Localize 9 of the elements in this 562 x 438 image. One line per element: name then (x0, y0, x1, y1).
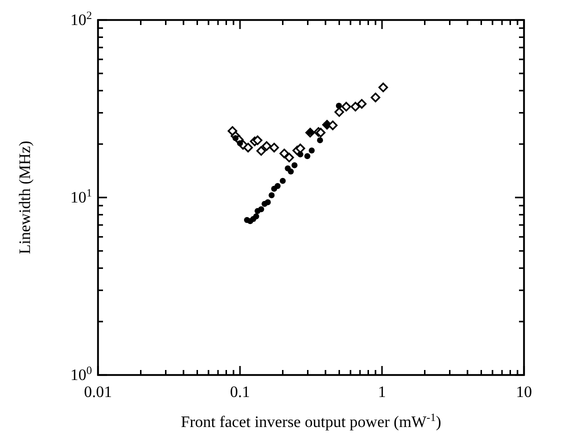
x-axis-title: Front facet inverse output power (mW$^{-1}$) (180, 412, 442, 431)
x-tick-label: 0.1 (230, 384, 250, 401)
x-tick-label: 0.01 (84, 384, 112, 401)
x-tick-label: 10 (516, 384, 532, 401)
y-axis-title: Linewidth (MHz) (17, 140, 34, 254)
y-tick-label: 10$^{2}$ (70, 10, 92, 29)
x-tick-label: 1 (378, 384, 386, 401)
y-tick-label: 10$^{1}$ (70, 188, 92, 206)
y-tick-label: 10$^{0}$ (70, 365, 92, 384)
